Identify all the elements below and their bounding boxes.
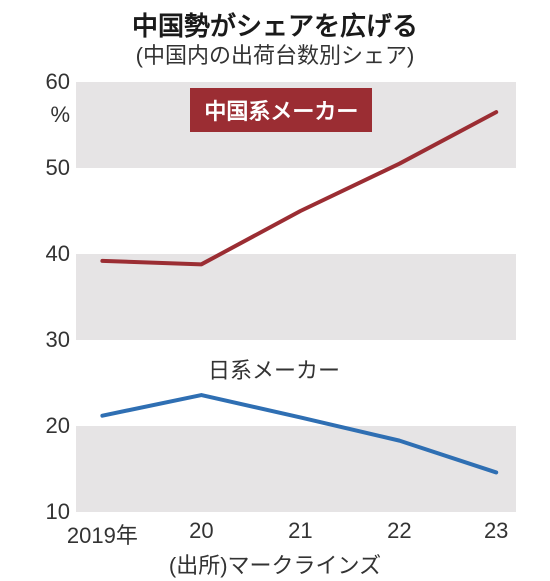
chart-subtitle: (中国内の出荷台数別シェア) (0, 38, 550, 70)
chart-source: (出所)マークラインズ (0, 548, 550, 580)
series-label: 中国系メーカー (190, 88, 372, 132)
series-lines (76, 82, 516, 512)
plot-area: 102030405060%2019年20212223中国系メーカー日系メーカー (76, 82, 516, 512)
y-tick-label: 50 (46, 155, 76, 181)
x-tick-label: 20 (189, 512, 213, 544)
series-line (102, 395, 496, 472)
y-tick-label: 60 (46, 69, 76, 95)
x-tick-label: 21 (288, 512, 312, 544)
x-tick-label: 23 (484, 512, 508, 544)
x-tick-label: 22 (387, 512, 411, 544)
y-tick-label: 30 (46, 327, 76, 353)
series-line (102, 112, 496, 264)
chart-container: 中国勢がシェアを広げる (中国内の出荷台数別シェア) 102030405060%… (0, 0, 550, 581)
series-label: 日系メーカー (208, 353, 340, 385)
x-tick-label: 2019年 (67, 512, 138, 550)
y-tick-label: 20 (46, 413, 76, 439)
y-tick-label: 40 (46, 241, 76, 267)
y-unit-label: % (50, 102, 76, 128)
